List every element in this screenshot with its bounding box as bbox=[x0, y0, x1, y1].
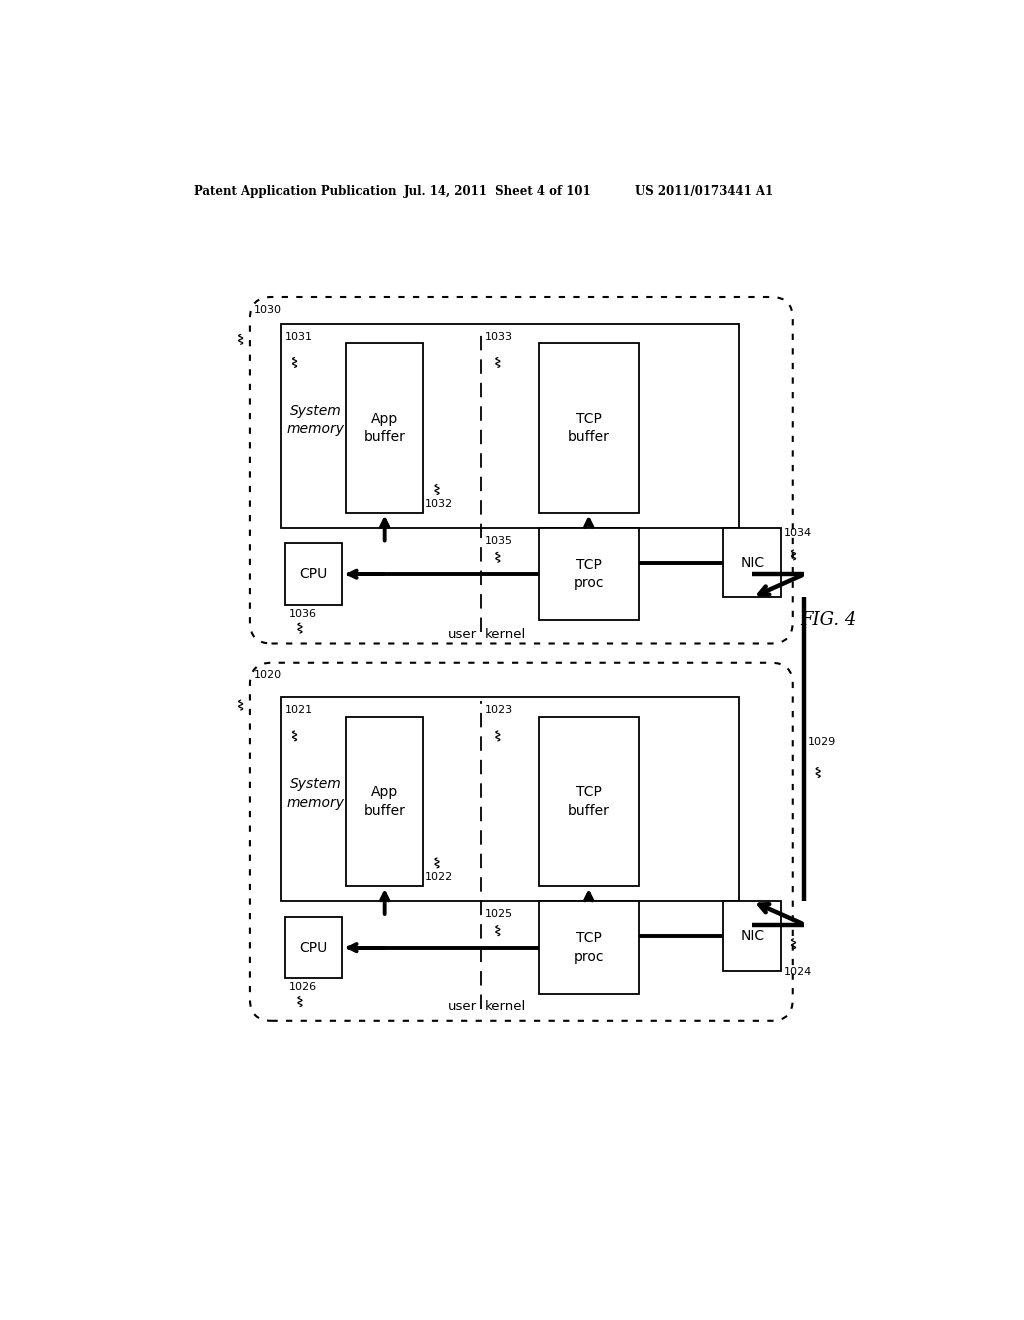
Text: CPU: CPU bbox=[299, 941, 328, 954]
Text: 1024: 1024 bbox=[783, 966, 812, 977]
Bar bbox=[281, 323, 739, 528]
Text: 1034: 1034 bbox=[783, 528, 812, 539]
Text: 1031: 1031 bbox=[285, 331, 312, 342]
Text: TCP
buffer: TCP buffer bbox=[567, 785, 609, 817]
Text: 1029: 1029 bbox=[808, 737, 837, 747]
Text: 1030: 1030 bbox=[254, 305, 282, 314]
Text: 1025: 1025 bbox=[484, 909, 513, 919]
Text: 1036: 1036 bbox=[289, 609, 316, 619]
Text: user: user bbox=[447, 628, 477, 642]
Text: 1032: 1032 bbox=[425, 499, 453, 508]
Text: App
buffer: App buffer bbox=[364, 412, 406, 444]
Text: NIC: NIC bbox=[740, 929, 764, 942]
Bar bbox=[539, 902, 639, 994]
Text: NIC: NIC bbox=[740, 556, 764, 570]
Bar bbox=[285, 917, 342, 978]
Bar bbox=[724, 902, 781, 970]
Bar bbox=[724, 528, 781, 598]
Bar bbox=[285, 544, 342, 605]
Bar bbox=[539, 343, 639, 512]
Text: kernel: kernel bbox=[484, 628, 526, 642]
Bar bbox=[539, 717, 639, 886]
Text: 1035: 1035 bbox=[484, 536, 513, 545]
Text: kernel: kernel bbox=[484, 1001, 526, 1012]
Text: 1022: 1022 bbox=[425, 873, 453, 882]
Bar bbox=[346, 343, 423, 512]
Text: 1021: 1021 bbox=[285, 705, 312, 715]
Text: Patent Application Publication: Patent Application Publication bbox=[194, 185, 396, 198]
Text: 1026: 1026 bbox=[289, 982, 316, 993]
Text: App
buffer: App buffer bbox=[364, 785, 406, 817]
Text: FIG. 4: FIG. 4 bbox=[801, 611, 857, 630]
Text: System
memory: System memory bbox=[287, 777, 344, 810]
Bar bbox=[539, 528, 639, 620]
Text: 1020: 1020 bbox=[254, 671, 282, 680]
Text: US 2011/0173441 A1: US 2011/0173441 A1 bbox=[635, 185, 773, 198]
Bar bbox=[346, 717, 423, 886]
Bar bbox=[281, 697, 739, 902]
Text: TCP
proc: TCP proc bbox=[573, 932, 604, 964]
Text: System
memory: System memory bbox=[287, 404, 344, 437]
Text: 1033: 1033 bbox=[484, 331, 513, 342]
Text: 1023: 1023 bbox=[484, 705, 513, 715]
Text: Jul. 14, 2011  Sheet 4 of 101: Jul. 14, 2011 Sheet 4 of 101 bbox=[403, 185, 592, 198]
Text: TCP
buffer: TCP buffer bbox=[567, 412, 609, 444]
Text: CPU: CPU bbox=[299, 568, 328, 581]
Text: user: user bbox=[447, 1001, 477, 1012]
Text: TCP
proc: TCP proc bbox=[573, 558, 604, 590]
